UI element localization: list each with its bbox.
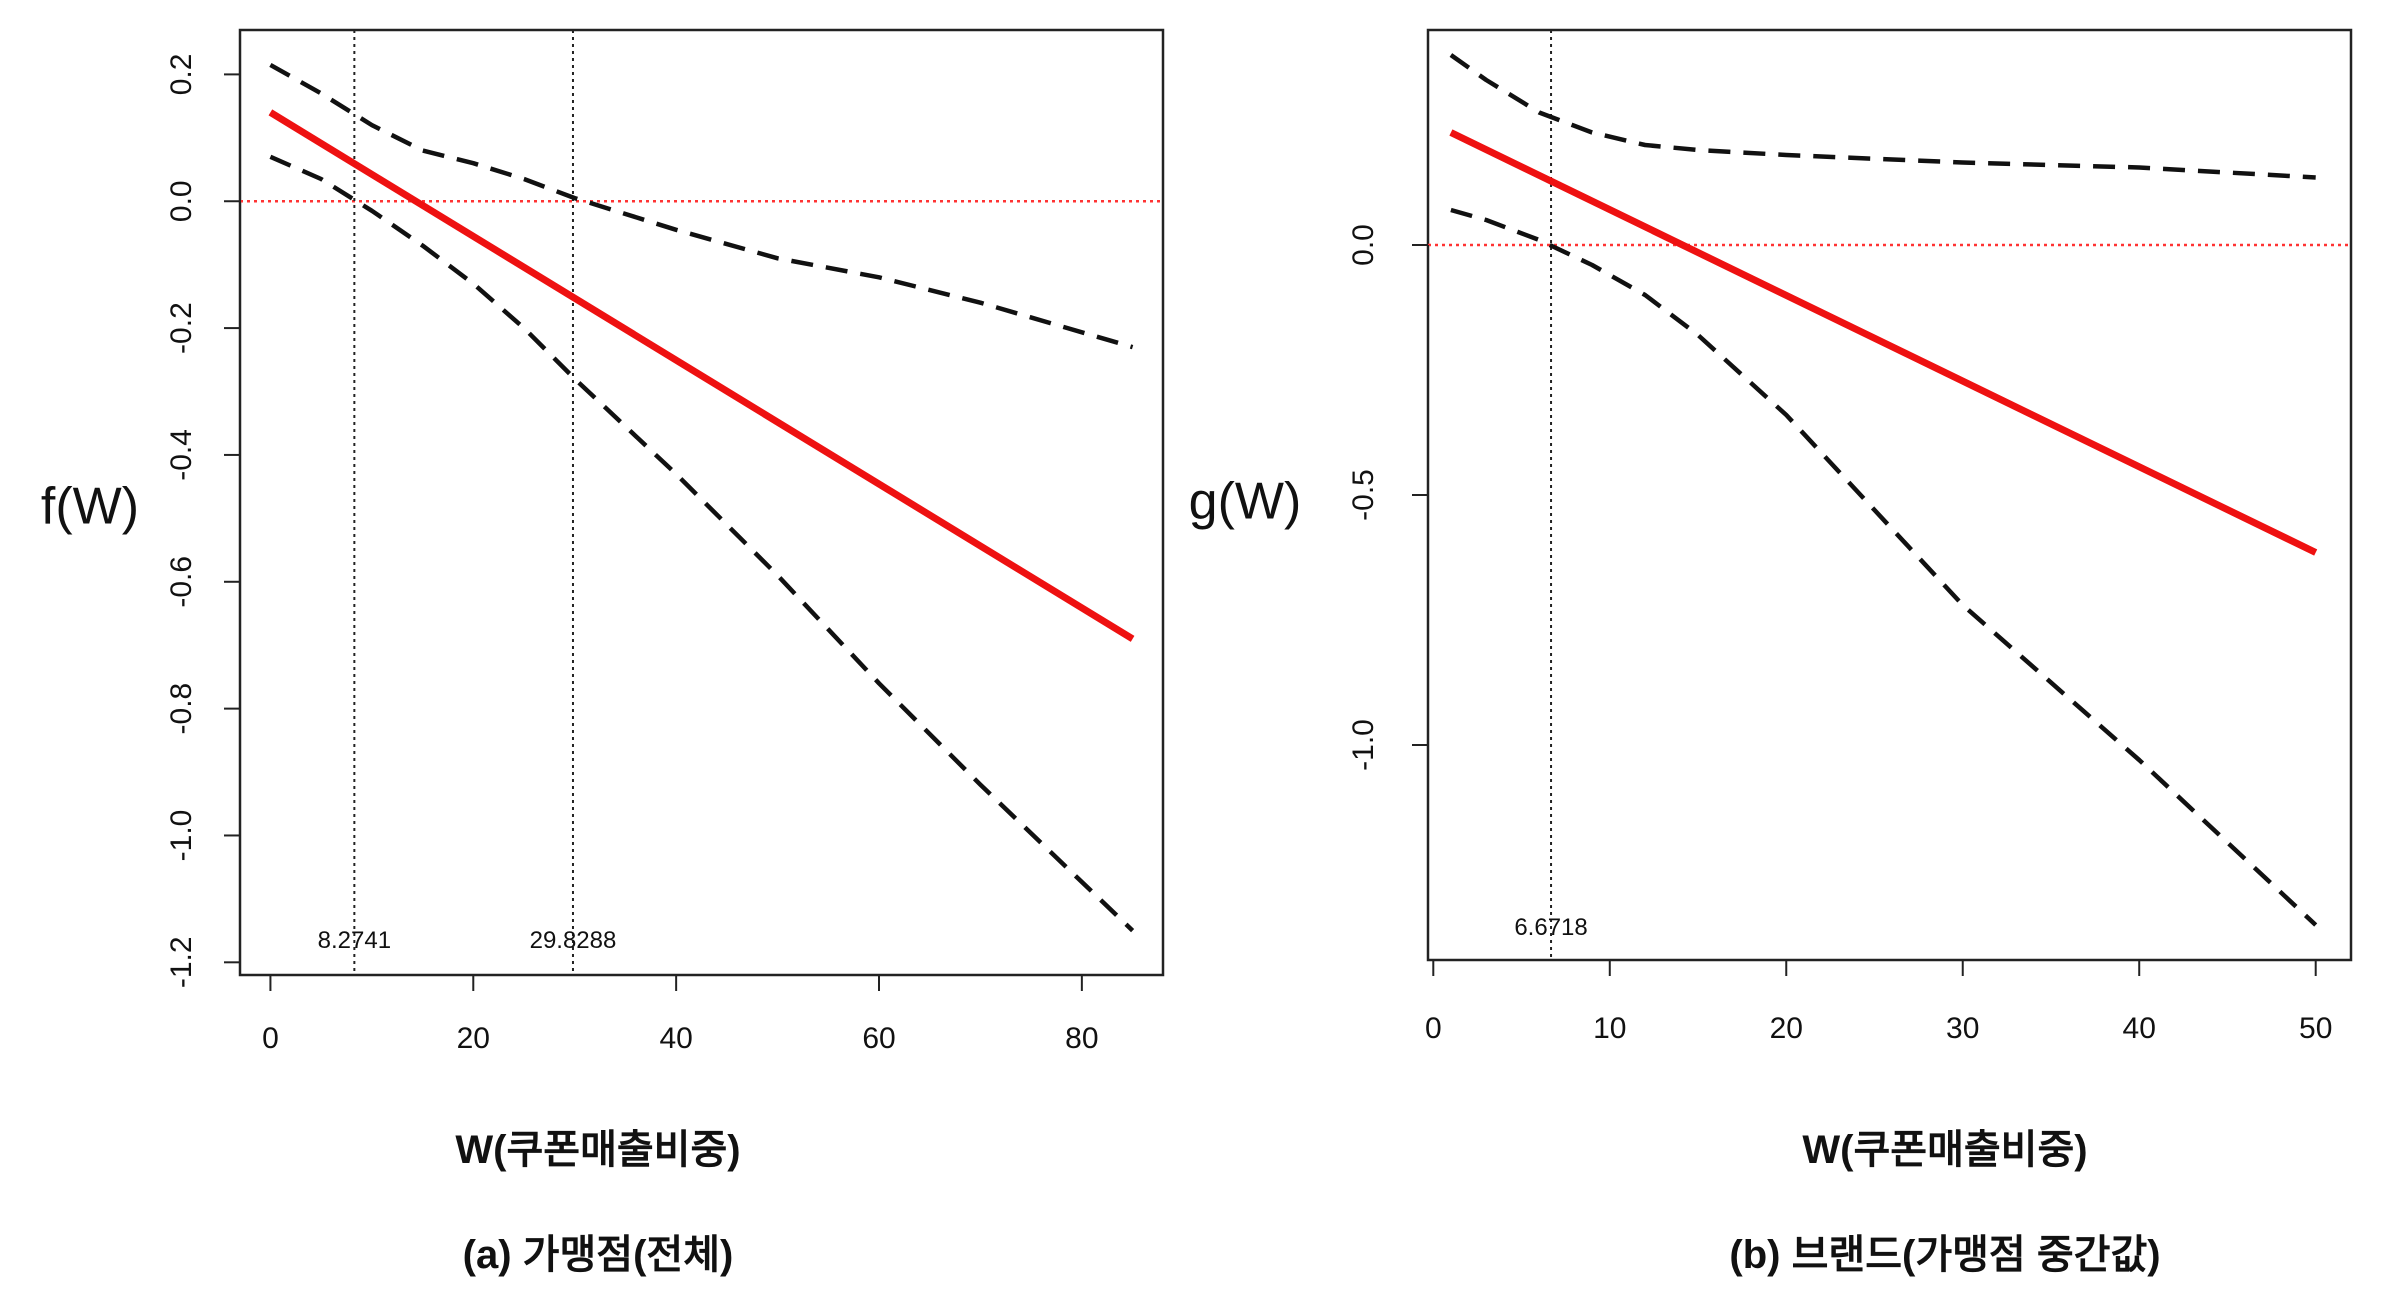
panel-b-x-tick-label: 30 [1946,1012,1979,1045]
panel-b-y-axis-title: g(W) [1189,473,1302,531]
panel-b-threshold-label: 6.6718 [1514,914,1587,941]
panel-a-x-tick-label: 60 [862,1022,895,1055]
panel-a-threshold-label: 29.8288 [530,927,617,954]
panel-a-y-tick-label: 0.2 [165,54,198,96]
panel-b-x-tick-label: 50 [2299,1012,2332,1045]
panel-b-x-tick-label: 20 [1770,1012,1803,1045]
panel-a-x-tick-label: 20 [457,1022,490,1055]
panel-a-chart: 8.2741 29.8288 0 20 40 60 80 0.2 0.0 -0.2 -0.4 -0.6… [41,28,1165,1277]
panel-b-series-upper-bound [1449,53,2316,180]
panel-b-y-tick-label: -1.0 [1347,719,1380,771]
panel-a-series-lower-bound [269,154,1135,933]
panel-a-caption: (a) 가맹점(전체) [463,1233,734,1277]
panel-b-x-tick-label: 0 [1425,1012,1442,1045]
panel-b-y-tick-label: 0.0 [1347,224,1380,266]
panel-b-series-estimate [1449,129,2318,556]
panel-a-x-axis-title: W(쿠폰매출비중) [455,1128,740,1172]
panel-a-x-tick-label: 40 [659,1022,692,1055]
panel-a-y-tick-label: -0.2 [165,302,198,354]
panel-b-caption: (b) 브랜드(가맹점 중간값) [1729,1233,2160,1277]
panel-a-threshold-label: 8.2741 [318,927,391,954]
panel-b-x-tick-label: 40 [2123,1012,2156,1045]
panel-a-y-tick-label: -1.0 [165,810,198,862]
panel-b-y-tick-label: -0.5 [1347,469,1380,521]
panel-a-y-tick-label: -0.6 [165,556,198,608]
panel-a-y-tick-label: 0.0 [165,180,198,222]
panel-a-y-tick-label: -1.2 [165,936,198,988]
panel-b-x-tick-label: 10 [1593,1012,1626,1045]
panel-a-y-axis-title: f(W) [41,478,139,536]
panel-a-y-tick-label: -0.4 [165,429,198,481]
panel-a-x-tick-label: 0 [262,1022,279,1055]
panel-b-series-lower-bound [1450,207,2318,927]
panel-a-x-tick-label: 80 [1065,1022,1098,1055]
panel-a-y-tick-label: -0.8 [165,683,198,735]
panel-b-x-axis-title: W(쿠폰매출비중) [1802,1128,2087,1172]
panel-a-series-estimate [268,109,1135,642]
panel-a-plot-frame [238,28,1165,977]
panel-b-chart: 6.6718 0 10 20 30 40 50 0.0 -0.5 -1.0 g(W) W(쿠폰매출비중… [1189,28,2353,1277]
panel-a-series-upper-bound [269,62,1134,350]
